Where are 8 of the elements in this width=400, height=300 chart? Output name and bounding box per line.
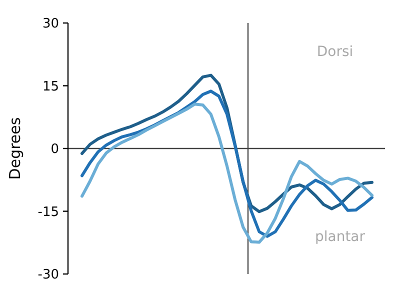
y-tick-label: 30 [42, 16, 59, 32]
annotation: plantar [314, 229, 366, 245]
y-tick-label: -30 [38, 268, 59, 283]
y-tick-label: -15 [38, 204, 59, 220]
y-axis-title: Degrees [6, 117, 24, 180]
y-tick-label: 15 [42, 79, 59, 94]
annotation: Dorsi [316, 44, 354, 60]
y-tick-label: 0 [50, 142, 59, 158]
